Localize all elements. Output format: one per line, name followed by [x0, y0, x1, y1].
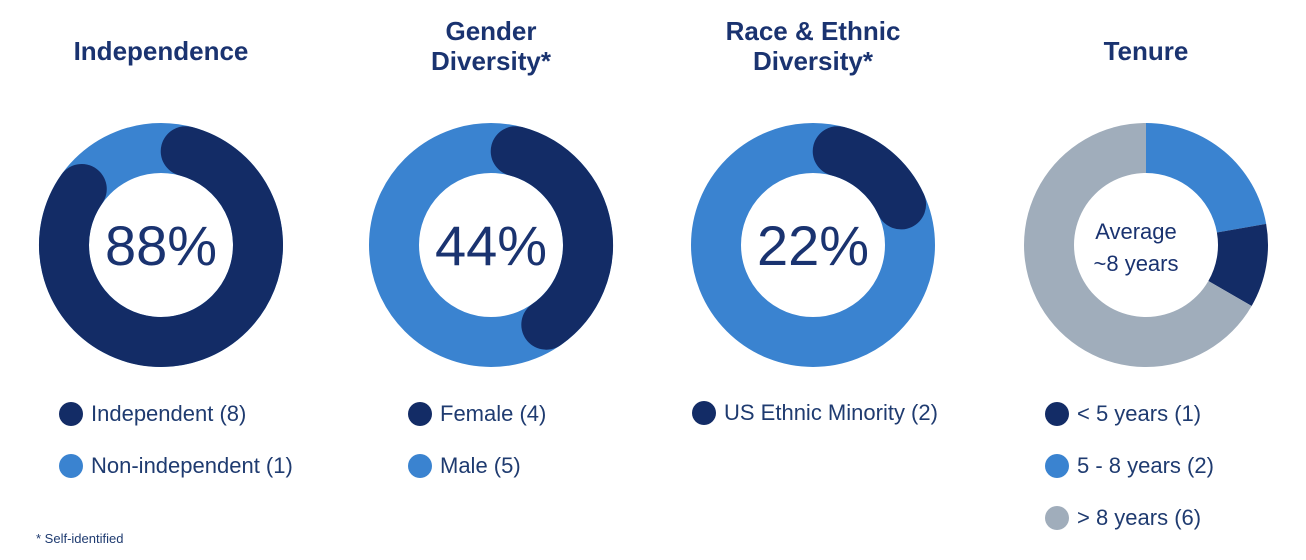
independence-panel: Independence 88% Independent (8) Non-inde… [11, 0, 311, 560]
legend-swatch [59, 454, 83, 478]
slice-5-years-1 [1208, 223, 1268, 306]
legend-swatch [692, 401, 716, 425]
independence-donut-chart: 88% [39, 123, 283, 367]
center-label-line: ~8 years [1094, 251, 1179, 276]
legend-label: US Ethnic Minority (2) [724, 400, 938, 425]
footnote: * Self-identified [36, 531, 124, 546]
legend-label: Independent (8) [91, 401, 247, 426]
legend-item: Non-independent (1) [59, 453, 293, 479]
center-value-label: 88% [105, 214, 217, 277]
legend-swatch [1045, 506, 1069, 530]
gender-diversity-title: Gender Diversity* [431, 16, 551, 76]
legend-label: 5 - 8 years (2) [1077, 453, 1214, 478]
race-ethnic-diversity-title: Race & Ethnic Diversity* [725, 16, 901, 76]
legend-label: < 5 years (1) [1077, 401, 1202, 426]
legend-label: Female (4) [440, 401, 547, 426]
center-value-label: 44% [435, 214, 547, 277]
independence-legend: Independent (8) Non-independent (1) [59, 401, 293, 505]
slice-us-ethnic-minority-2 [812, 126, 927, 230]
slice-5-8-years-2 [1146, 123, 1267, 233]
center-label-line: Average [1095, 219, 1177, 244]
legend-item: 5 - 8 years (2) [1045, 453, 1214, 479]
legend-item: Female (4) [408, 401, 546, 427]
race-ethnic-diversity-legend: US Ethnic Minority (2) [692, 400, 938, 452]
legend-item: Independent (8) [59, 401, 293, 427]
legend-swatch [1045, 402, 1069, 426]
legend-item: < 5 years (1) [1045, 401, 1214, 427]
legend-swatch [408, 454, 432, 478]
race-ethnic-diversity-panel: Race & Ethnic Diversity* 22% US Ethnic M… [663, 0, 963, 560]
legend-label: Non-independent (1) [91, 453, 293, 478]
tenure-donut-chart: Average ~8 years [1024, 123, 1268, 367]
gender-diversity-donut-chart: 44% [369, 123, 613, 367]
legend-swatch [59, 402, 83, 426]
tenure-title: Tenure [1103, 36, 1189, 66]
tenure-legend: < 5 years (1) 5 - 8 years (2) > 8 years (6… [1045, 401, 1214, 557]
legend-item: > 8 years (6) [1045, 505, 1214, 531]
legend-item: US Ethnic Minority (2) [692, 400, 938, 426]
slice-8-years-6 [1024, 123, 1252, 367]
legend-item: Male (5) [408, 453, 546, 479]
slice-female-4 [490, 126, 613, 350]
tenure-panel: Tenure Average ~8 years < 5 years (1) 5 - … [996, 0, 1296, 560]
legend-label: Male (5) [440, 453, 521, 478]
legend-swatch [408, 402, 432, 426]
gender-diversity-legend: Female (4) Male (5) [408, 401, 546, 505]
slice-independent-8 [39, 126, 283, 367]
gender-diversity-panel: Gender Diversity* 44% Female (4) Male (5) [341, 0, 641, 560]
legend-label: > 8 years (6) [1077, 505, 1202, 530]
race-ethnic-diversity-donut-chart: 22% [691, 123, 935, 367]
legend-swatch [1045, 454, 1069, 478]
independence-title: Independence [73, 36, 249, 66]
center-value-label: 22% [757, 214, 869, 277]
